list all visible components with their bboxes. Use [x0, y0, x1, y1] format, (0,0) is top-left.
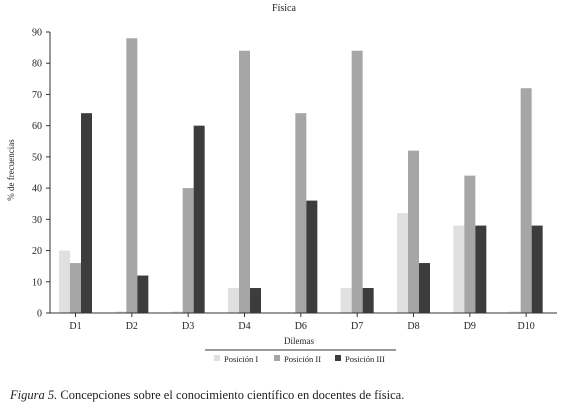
x-tick-label: D4	[238, 321, 250, 332]
bar	[419, 263, 430, 313]
bar	[250, 288, 261, 313]
bar	[193, 125, 205, 314]
bar	[70, 263, 81, 313]
y-tick-label: 90	[32, 28, 42, 39]
bar	[531, 225, 543, 313]
y-tick-label: 60	[32, 121, 42, 132]
x-tick-label: D1	[69, 321, 81, 332]
y-tick-label: 40	[32, 184, 42, 195]
bar	[408, 150, 419, 313]
bar	[351, 50, 363, 313]
bar	[295, 113, 307, 313]
x-tick-label: D6	[295, 321, 307, 332]
legend-swatch	[335, 355, 341, 361]
figure-label: Figura 5.	[10, 388, 58, 402]
y-tick-label: 70	[32, 90, 42, 101]
y-tick-label: 10	[32, 277, 42, 288]
bar	[81, 113, 92, 313]
bar	[239, 50, 250, 313]
legend-label: Posición III	[345, 354, 385, 364]
y-tick-label: 50	[32, 152, 42, 163]
x-tick-label: D2	[126, 321, 138, 332]
bar	[453, 225, 465, 313]
bar	[182, 188, 194, 313]
x-tick-label: D10	[518, 321, 535, 332]
y-axis-label: % de frecuencias	[6, 139, 16, 201]
bar	[464, 175, 476, 313]
legend-swatch	[274, 355, 280, 361]
bar	[171, 311, 183, 313]
bar	[509, 311, 521, 313]
legend-label: Posición II	[284, 354, 321, 364]
figure-caption: Figura 5. Concepciones sobre el conocimi…	[10, 388, 404, 403]
bar	[362, 288, 374, 313]
x-tick-label: D7	[351, 321, 363, 332]
x-tick-label: D3	[182, 321, 194, 332]
y-tick-label: 30	[32, 215, 42, 226]
legend-swatch	[214, 355, 220, 361]
bar	[340, 288, 352, 313]
bar	[126, 38, 138, 313]
y-tick-label: 20	[32, 246, 42, 257]
legend: Posición I Posición II Posición III	[214, 354, 385, 364]
bar	[475, 225, 487, 313]
x-tick-label: D8	[407, 321, 419, 332]
legend-label: Posición I	[224, 354, 258, 364]
bar	[397, 213, 408, 313]
bar	[137, 275, 149, 313]
y-tick-label: 0	[37, 309, 42, 320]
y-tick-label: 80	[32, 59, 42, 70]
bar	[115, 311, 127, 313]
figure-caption-text: Concepciones sobre el conocimiento cient…	[57, 388, 405, 402]
x-tick-label: D9	[464, 321, 476, 332]
bar	[520, 88, 532, 313]
x-axis-label: Dilemas	[284, 336, 314, 346]
bar	[306, 200, 318, 313]
chart-title: Física	[272, 3, 296, 14]
bar	[228, 288, 239, 313]
bar	[59, 250, 70, 313]
